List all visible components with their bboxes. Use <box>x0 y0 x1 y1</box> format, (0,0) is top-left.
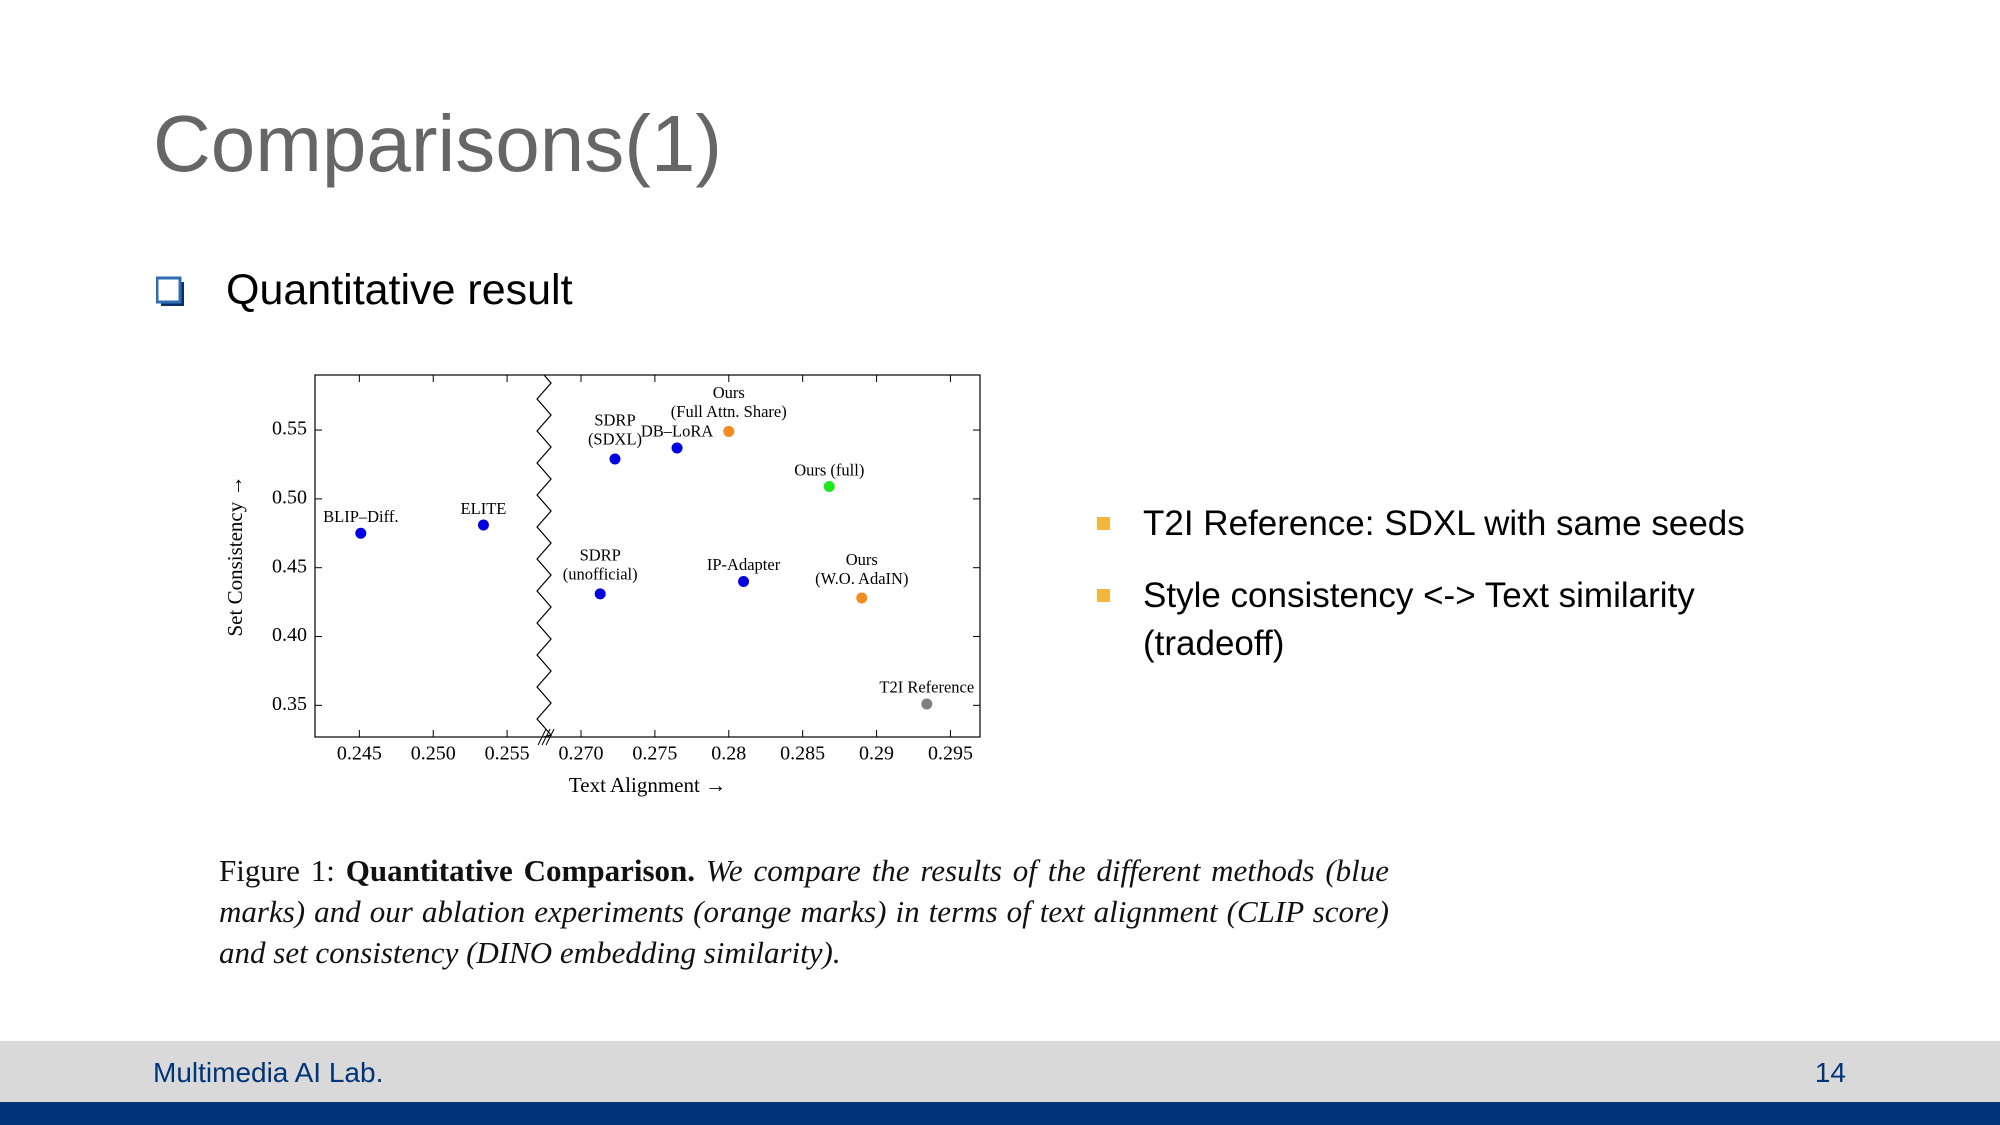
bullet-list: T2I Reference: SDXL with same seeds Styl… <box>1095 500 1815 692</box>
point <box>477 519 489 531</box>
footer-lab: Multimedia AI Lab. <box>153 1057 384 1088</box>
point <box>723 425 735 437</box>
point-label: DB–LoRA <box>641 422 714 441</box>
point-label: Ours (full) <box>794 460 864 479</box>
point-label: Ours <box>846 550 878 569</box>
y-tick-label: 0.55 <box>272 418 307 440</box>
bullet-icon <box>156 276 184 306</box>
y-axis-label: Set Consistency → <box>223 476 247 637</box>
caption-label: Figure 1: <box>219 853 335 888</box>
y-tick-label: 0.45 <box>272 555 307 577</box>
x-tick-label: 0.295 <box>928 743 973 765</box>
point <box>355 527 367 539</box>
y-tick-label: 0.40 <box>272 624 307 646</box>
point <box>738 575 750 587</box>
x-tick-label: 0.250 <box>411 743 456 765</box>
point-label: ELITE <box>461 499 507 518</box>
axis-break <box>536 374 553 738</box>
heading: Quantitative result <box>226 266 573 314</box>
page-number: 14 <box>1814 1057 1846 1088</box>
caption-bold: Quantitative Comparison. <box>345 853 696 888</box>
x-tick-label: 0.275 <box>632 743 677 765</box>
point <box>609 453 621 465</box>
y-tick-label: 0.50 <box>272 486 307 508</box>
point-label: SDRP <box>594 411 635 430</box>
point-label: (W.O. AdaIN) <box>815 569 908 588</box>
point-label: BLIP–Diff. <box>323 507 398 526</box>
plot-frame <box>314 374 981 738</box>
footer-bar <box>0 1102 2000 1125</box>
point-label: (SDXL) <box>588 430 642 449</box>
x-tick-label: 0.285 <box>780 743 825 765</box>
point-label: IP-Adapter <box>707 555 781 574</box>
figure-caption: Figure 1: Quantitative Comparison. We co… <box>219 850 1389 973</box>
point-label: (unofficial) <box>563 565 638 584</box>
point <box>856 592 868 604</box>
footer-band <box>0 1041 2000 1102</box>
point-label: T2I Reference <box>879 678 974 697</box>
bullet: Style consistency <-> Text similarity (t… <box>1095 572 1815 668</box>
point <box>594 588 606 600</box>
x-tick-label: 0.245 <box>337 743 382 765</box>
axis-break <box>537 728 547 746</box>
point <box>921 698 933 710</box>
y-tick-label: 0.35 <box>272 693 307 715</box>
x-tick-label: 0.255 <box>485 743 530 765</box>
point-label: Ours <box>713 383 745 402</box>
point-label: SDRP <box>580 546 621 565</box>
caption-text: We compare the results of the different … <box>219 853 1390 970</box>
x-tick-label: 0.28 <box>711 743 746 765</box>
point-label: (Full Attn. Share) <box>671 402 787 421</box>
point <box>671 442 683 454</box>
slide-title: Comparisons(1) <box>153 99 723 188</box>
x-tick-label: 0.29 <box>859 743 894 765</box>
x-tick-label: 0.270 <box>559 743 604 765</box>
axis-break <box>541 728 551 746</box>
axis-break <box>545 728 555 746</box>
bullet: T2I Reference: SDXL with same seeds <box>1095 500 1815 548</box>
point <box>823 480 835 492</box>
x-axis-label: Text Alignment → <box>569 773 726 797</box>
